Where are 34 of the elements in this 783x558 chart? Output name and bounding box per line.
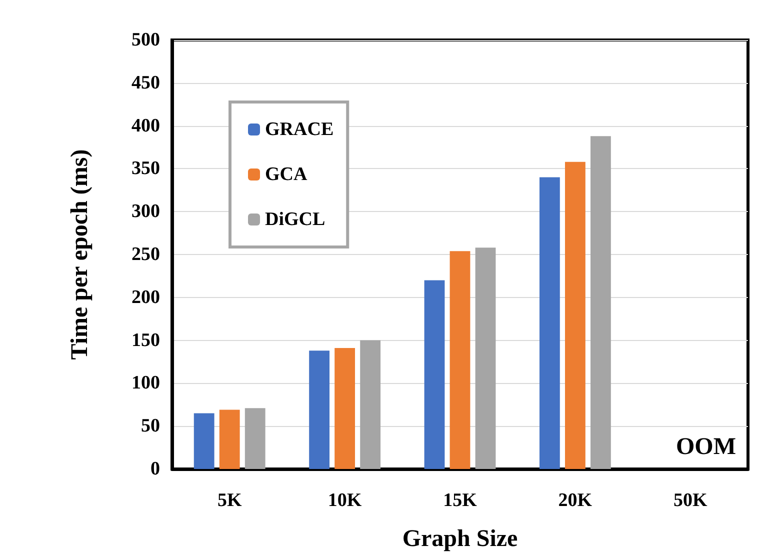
bar: [590, 136, 611, 469]
bar: [194, 413, 214, 469]
y-tick-label: 0: [150, 458, 160, 480]
bar: [450, 251, 470, 469]
x-tick-label: 10K: [328, 490, 362, 511]
legend-label: GCA: [265, 164, 308, 185]
x-tick-label: 20K: [558, 490, 592, 511]
bar: [219, 410, 240, 469]
y-tick-label: 100: [132, 372, 160, 394]
y-tick-label: 50: [141, 416, 160, 437]
annotation: OOM: [676, 434, 736, 460]
y-tick-label: 200: [132, 286, 160, 308]
y-tick-label: 150: [132, 330, 160, 351]
x-tick-label: 5K: [217, 490, 242, 511]
bar: [424, 280, 445, 469]
bar: [475, 248, 496, 469]
x-tick-label: 15K: [443, 490, 478, 511]
bar: [564, 162, 586, 469]
y-tick-label: 500: [132, 30, 160, 50]
bar: [539, 177, 560, 469]
y-tick-label: 450: [132, 72, 160, 94]
legend-label: DiGCL: [265, 209, 326, 230]
bar: [244, 408, 266, 469]
x-tick-label: 50K: [674, 490, 708, 511]
y-axis-title: Time per epoch (ms): [67, 149, 93, 360]
bar: [360, 340, 381, 469]
bar: [334, 348, 356, 469]
y-tick-label: 250: [132, 244, 160, 265]
y-tick-label: 300: [132, 201, 160, 222]
bar: [309, 350, 330, 469]
y-tick-label: 350: [132, 158, 160, 180]
x-axis-title: Graph Size: [402, 526, 518, 552]
y-tick-label: 400: [132, 115, 160, 136]
legend-label: GRACE: [265, 119, 334, 140]
